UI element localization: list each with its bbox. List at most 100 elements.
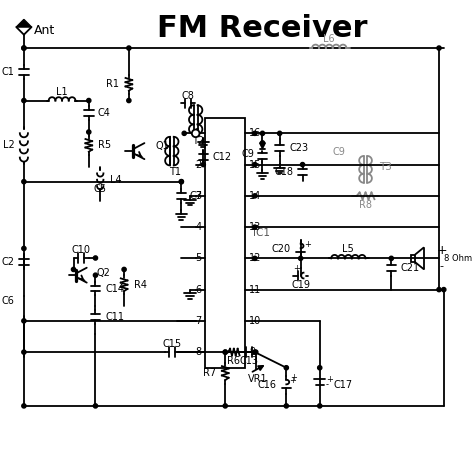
Circle shape (201, 163, 205, 167)
Text: R8: R8 (359, 201, 372, 210)
Circle shape (127, 46, 131, 50)
Text: 4: 4 (195, 222, 201, 232)
Circle shape (284, 404, 288, 408)
Circle shape (278, 131, 282, 136)
Text: C14: C14 (105, 283, 124, 293)
Circle shape (284, 365, 288, 370)
Text: 14: 14 (249, 191, 261, 201)
Circle shape (437, 288, 441, 292)
Circle shape (22, 404, 26, 408)
Text: 6: 6 (195, 284, 201, 295)
Text: Q2: Q2 (96, 268, 110, 278)
Text: C18: C18 (274, 167, 293, 177)
Text: Ant: Ant (34, 24, 55, 37)
Circle shape (87, 99, 91, 103)
Circle shape (22, 46, 26, 50)
Circle shape (318, 365, 322, 370)
Text: C5: C5 (94, 184, 107, 194)
Circle shape (442, 288, 446, 292)
Circle shape (253, 225, 257, 229)
Text: C21: C21 (401, 263, 420, 273)
Text: C23: C23 (289, 143, 308, 153)
Text: VR1: VR1 (248, 374, 267, 384)
Text: C19: C19 (291, 280, 310, 290)
Text: 13: 13 (249, 222, 261, 232)
Text: C8: C8 (182, 91, 194, 101)
Text: L4: L4 (110, 175, 121, 185)
Text: C10: C10 (72, 246, 91, 255)
Text: 1: 1 (195, 128, 201, 138)
Text: 7: 7 (195, 316, 201, 326)
Text: 8: 8 (195, 347, 201, 357)
Text: 15: 15 (249, 160, 262, 170)
Text: L2: L2 (2, 140, 14, 150)
Text: T3: T3 (379, 163, 392, 173)
Circle shape (253, 256, 257, 260)
Text: 12: 12 (249, 253, 262, 264)
Circle shape (253, 131, 257, 136)
Circle shape (93, 256, 98, 260)
Text: C16: C16 (258, 380, 277, 390)
Text: +: + (290, 376, 296, 385)
Circle shape (253, 163, 257, 167)
Text: C6: C6 (1, 296, 14, 306)
Text: T2: T2 (192, 136, 205, 146)
Text: FM Receiver: FM Receiver (157, 15, 368, 44)
Circle shape (93, 404, 98, 408)
Circle shape (22, 246, 26, 251)
Text: C17: C17 (333, 380, 352, 390)
Polygon shape (411, 255, 415, 262)
Circle shape (223, 350, 228, 354)
Circle shape (253, 194, 257, 198)
Text: 2: 2 (195, 160, 201, 170)
Circle shape (22, 319, 26, 323)
Text: -: - (326, 381, 329, 390)
Circle shape (22, 180, 26, 184)
Polygon shape (260, 143, 265, 149)
Circle shape (122, 267, 126, 272)
Circle shape (182, 131, 186, 136)
Circle shape (253, 350, 257, 354)
Text: 10: 10 (249, 316, 261, 326)
Circle shape (127, 99, 131, 103)
Circle shape (299, 256, 303, 260)
Text: +: + (304, 240, 311, 249)
Text: C13: C13 (240, 356, 259, 366)
Text: R7: R7 (202, 368, 216, 378)
Text: C2: C2 (1, 257, 14, 267)
Text: C1: C1 (1, 67, 14, 77)
Circle shape (254, 350, 258, 354)
Text: T1: T1 (169, 167, 181, 177)
Circle shape (223, 404, 228, 408)
Text: 8 Ohm: 8 Ohm (444, 254, 472, 263)
Text: 16: 16 (249, 128, 261, 138)
Text: 3: 3 (195, 191, 201, 201)
Text: Q1: Q1 (155, 141, 169, 151)
Circle shape (179, 180, 183, 184)
Text: C9: C9 (241, 149, 254, 159)
Circle shape (22, 99, 26, 103)
Circle shape (93, 273, 98, 277)
Text: L5: L5 (343, 244, 354, 254)
Text: C15: C15 (162, 338, 182, 348)
Text: +: + (437, 244, 447, 257)
Circle shape (22, 46, 26, 50)
Circle shape (87, 130, 91, 134)
Text: R4: R4 (134, 280, 146, 290)
Text: +: + (291, 373, 297, 382)
Text: 11: 11 (249, 284, 261, 295)
Text: C11: C11 (105, 312, 124, 322)
Circle shape (301, 163, 305, 167)
Text: R5: R5 (98, 140, 111, 150)
Text: C4: C4 (97, 108, 110, 118)
Text: C20: C20 (272, 244, 291, 254)
Circle shape (437, 46, 441, 50)
Text: 5: 5 (195, 253, 201, 264)
Circle shape (179, 180, 183, 184)
Circle shape (192, 129, 200, 137)
Circle shape (389, 256, 393, 260)
Text: 9: 9 (249, 347, 255, 357)
Polygon shape (16, 19, 32, 27)
Text: L1: L1 (56, 87, 68, 97)
Text: -: - (440, 261, 444, 271)
